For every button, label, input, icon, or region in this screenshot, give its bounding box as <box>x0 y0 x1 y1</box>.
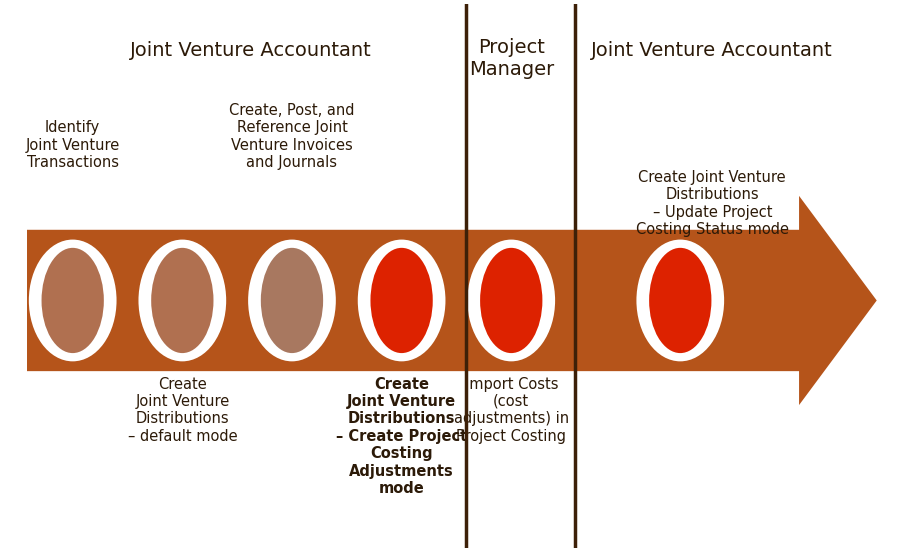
Ellipse shape <box>259 246 325 355</box>
Text: Joint Venture Accountant: Joint Venture Accountant <box>591 41 833 60</box>
Text: Create
Joint Venture
Distributions
– default mode: Create Joint Venture Distributions – def… <box>127 376 237 444</box>
Ellipse shape <box>149 246 215 355</box>
Text: Import Costs
(cost
adjustments) in
Project Costing: Import Costs (cost adjustments) in Proje… <box>454 376 569 444</box>
Ellipse shape <box>369 246 434 355</box>
Ellipse shape <box>636 240 724 362</box>
Text: Create
Joint Venture
Distributions
– Create Project
Costing
Adjustments
mode: Create Joint Venture Distributions – Cre… <box>336 376 467 496</box>
Polygon shape <box>27 196 877 405</box>
Text: Joint Venture Accountant: Joint Venture Accountant <box>130 41 372 60</box>
Ellipse shape <box>29 240 116 362</box>
Ellipse shape <box>479 246 544 355</box>
Text: Project
Manager: Project Manager <box>468 38 554 79</box>
Ellipse shape <box>647 246 714 355</box>
Text: Create, Post, and
Reference Joint
Venture Invoices
and Journals: Create, Post, and Reference Joint Ventur… <box>230 103 355 170</box>
Ellipse shape <box>138 240 226 362</box>
Ellipse shape <box>358 240 445 362</box>
Ellipse shape <box>248 240 336 362</box>
Text: Create Joint Venture
Distributions
– Update Project
Costing Status mode: Create Joint Venture Distributions – Upd… <box>636 170 788 237</box>
Text: Identify
Joint Venture
Transactions: Identify Joint Venture Transactions <box>26 120 120 170</box>
Ellipse shape <box>467 240 555 362</box>
Ellipse shape <box>40 246 106 355</box>
